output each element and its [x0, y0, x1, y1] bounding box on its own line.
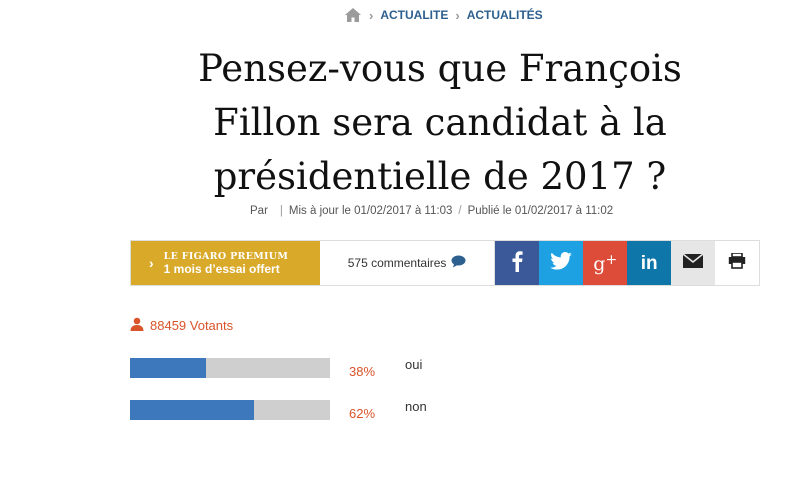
comments-link[interactable]: 575 commentaires — [320, 241, 496, 285]
poll-answer: non — [405, 399, 427, 414]
chevron-right-icon: › — [369, 7, 374, 23]
updated-date: Mis à jour le 01/02/2017 à 11:03 — [288, 205, 453, 217]
user-icon — [130, 317, 144, 334]
twitter-icon — [550, 251, 573, 275]
print-button[interactable] — [715, 241, 759, 285]
poll-bar-fill — [130, 358, 206, 378]
linkedin-icon: in — [640, 252, 658, 274]
byline: Par — [250, 205, 268, 217]
google-plus-share-button[interactable]: g+ — [583, 241, 628, 285]
divider: | — [279, 205, 283, 217]
premium-offer-text: 1 mois d’essai offert — [163, 262, 280, 276]
voters-count: 88459 Votants — [130, 317, 233, 334]
poll-percent: 38% — [349, 364, 376, 379]
mail-icon — [682, 252, 704, 273]
google-plus-icon: g+ — [593, 251, 618, 275]
poll-bar-track[interactable] — [130, 400, 330, 420]
poll-answer: oui — [405, 357, 423, 372]
premium-offer-button[interactable]: › LE FIGARO PREMIUM 1 mois d’essai offer… — [131, 241, 320, 285]
poll-percent: 62% — [349, 406, 376, 421]
poll-option-row[interactable]: 38% oui — [130, 357, 460, 379]
linkedin-share-button[interactable]: in — [627, 241, 672, 285]
poll-bar-fill — [130, 400, 254, 420]
chevron-right-icon: › — [455, 7, 460, 23]
page-title: Pensez-vous que François Fillon sera can… — [198, 47, 682, 198]
premium-brand-name: LE FIGARO — [163, 251, 227, 262]
breadcrumb: › ACTUALITE › ACTUALITÉS — [344, 5, 543, 25]
poll-option-row[interactable]: 62% non — [130, 399, 460, 421]
poll-bar-track[interactable] — [130, 358, 330, 378]
share-bar: › LE FIGARO PREMIUM 1 mois d’essai offer… — [130, 240, 760, 286]
breadcrumb-actualite[interactable]: ACTUALITE — [380, 8, 449, 22]
voters-label: 88459 Votants — [150, 318, 234, 333]
facebook-share-button[interactable] — [495, 241, 540, 285]
published-date: Publié le 01/02/2017 à 11:02 — [467, 205, 614, 217]
premium-brand: LE FIGARO PREMIUM — [164, 250, 289, 263]
print-icon — [728, 251, 746, 274]
comment-bubble-icon — [451, 255, 466, 271]
premium-brand-label: PREMIUM — [230, 251, 289, 262]
chevron-right-icon: › — [149, 255, 154, 271]
comments-count: 575 commentaires — [347, 256, 447, 270]
facebook-icon — [511, 250, 523, 277]
home-icon[interactable] — [344, 7, 362, 23]
email-share-button[interactable] — [671, 241, 716, 285]
breadcrumb-actualites[interactable]: ACTUALITÉS — [466, 8, 543, 22]
divider: / — [458, 205, 462, 217]
article-meta: Par | Mis à jour le 01/02/2017 à 11:03 /… — [250, 205, 613, 217]
twitter-share-button[interactable] — [539, 241, 584, 285]
